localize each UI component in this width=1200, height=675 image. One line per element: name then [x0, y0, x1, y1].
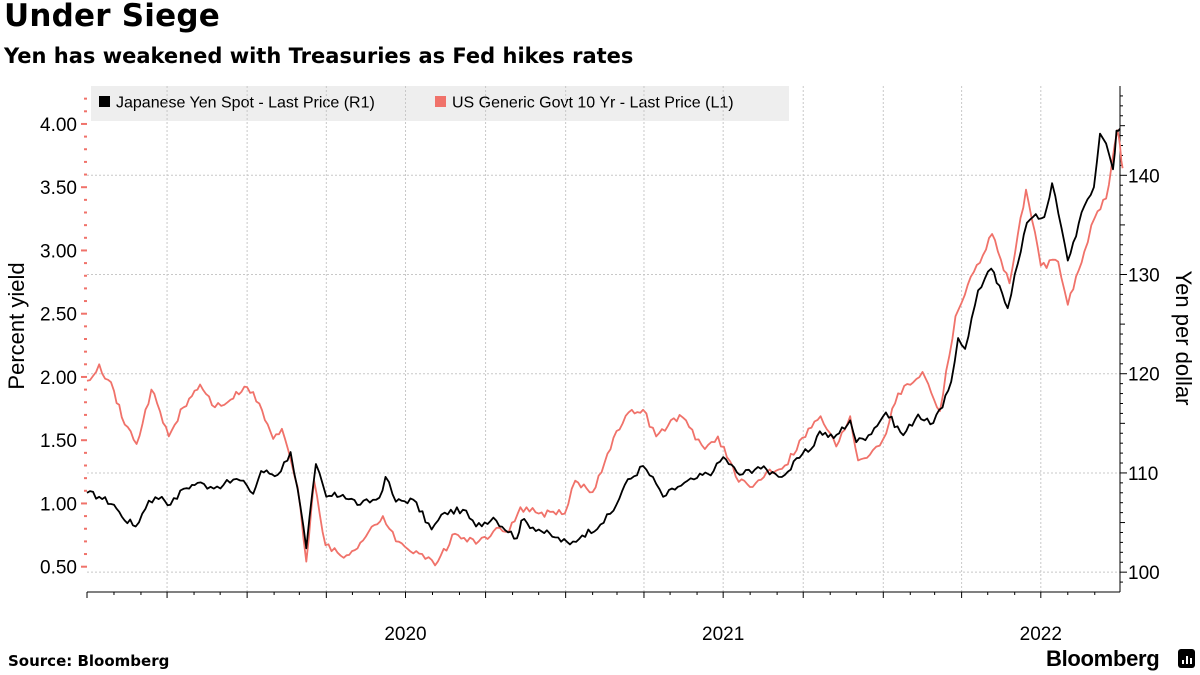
x-tick-label: 2020 [384, 624, 426, 645]
left-tick-label: 3.00 [40, 241, 77, 262]
left-tick-label: 1.50 [40, 431, 77, 452]
right-tick-label: 120 [1128, 365, 1160, 386]
right-tick-label: 100 [1128, 563, 1160, 584]
bloomberg-logo: Bloomberg [1046, 646, 1160, 671]
legend-swatch-treasury [435, 96, 446, 107]
series-line-yen [86, 128, 1121, 550]
right-tick-label: 110 [1128, 464, 1158, 485]
left-axis-label: Percent yield [4, 262, 29, 389]
source-note: Source: Bloomberg [8, 652, 170, 670]
left-tick-label: 2.50 [40, 305, 77, 326]
series-line-treasury [86, 129, 1124, 567]
legend-swatch-yen [99, 96, 110, 107]
left-tick-label: 0.50 [40, 558, 77, 579]
x-tick-label: 2022 [1020, 624, 1062, 645]
legend-label-treasury: US Generic Govt 10 Yr - Last Price (L1) [452, 95, 734, 112]
bloomberg-terminal-icon [1178, 649, 1195, 668]
left-tick-label: 3.50 [40, 178, 77, 199]
right-tick-label: 140 [1128, 166, 1160, 187]
right-tick-label: 130 [1128, 266, 1160, 287]
left-tick-label: 2.00 [40, 368, 77, 389]
left-tick-label: 4.00 [40, 115, 77, 136]
x-tick-label: 2021 [702, 624, 744, 645]
chart-title: Under Siege [4, 0, 220, 34]
right-axis-label: Yen per dollar [1171, 271, 1196, 406]
left-tick-label: 1.00 [40, 494, 77, 515]
chart-subtitle: Yen has weakened with Treasuries as Fed … [4, 44, 634, 68]
legend-label-yen: Japanese Yen Spot - Last Price (R1) [116, 95, 375, 112]
